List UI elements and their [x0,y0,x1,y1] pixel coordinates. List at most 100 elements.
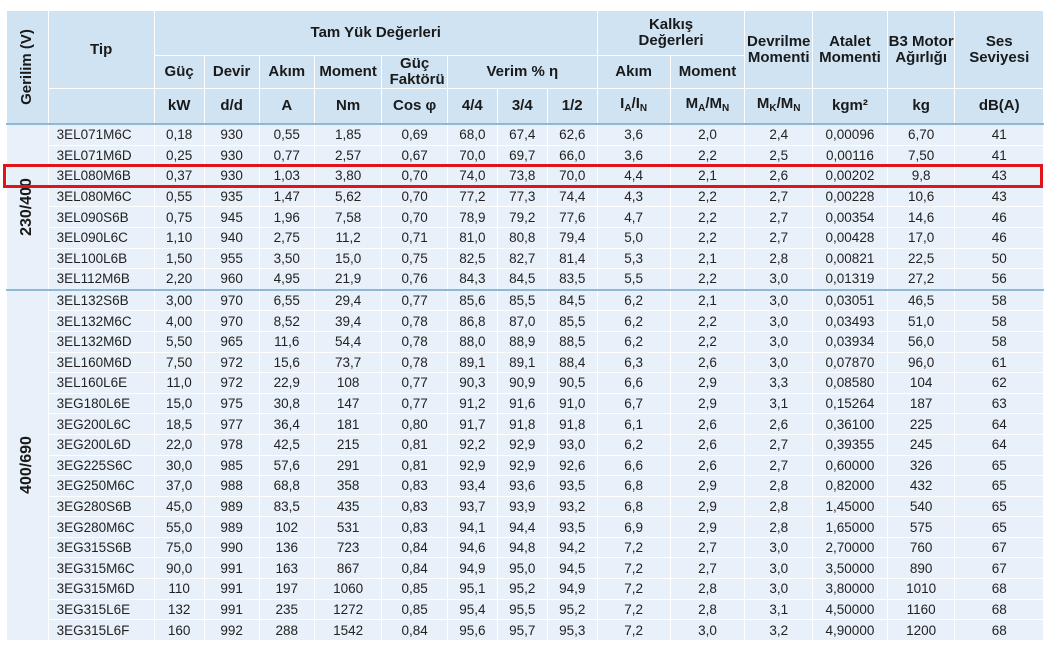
table-cell: 235 [258,598,315,621]
table-cell: 93,4 [446,475,498,497]
table-cell: 21,9 [313,268,383,291]
table-cell: 6,9 [596,516,671,538]
table-cell: 41 [954,144,1044,167]
table-cell: 7,2 [596,578,671,600]
table-cell: 68,0 [446,122,498,146]
table-cell: 0,77 [381,288,448,312]
table-cell: 6,2 [596,288,671,312]
unit-ia-in: IA/IN [596,88,671,125]
table-cell: 11,0 [153,372,205,394]
table-cell: 84,5 [546,288,598,312]
table-cell: 91,7 [446,413,498,435]
table-cell: 93,2 [546,495,598,518]
table-cell: 57,6 [258,454,315,477]
table-row: 3EG200L6D 22,0 978 42,5 215 0,81 92,2 92,9 93,0 6… [7,433,1044,456]
table-cell: 95,2 [546,598,598,621]
table-cell: 945 [203,206,260,228]
header-guc-faktoru: Güç Faktörü [381,55,448,89]
table-cell: 0,39355 [812,433,888,456]
table-cell: 94,4 [496,516,548,538]
table-row: 230/400 3EL071M6C 0,18 930 0,55 1,85 0,69 68,0 6… [6,122,1044,291]
table-cell: 2,6 [669,433,746,456]
table-cell: 102 [258,516,315,538]
header-guc: Güç [153,55,205,89]
table-cell: 1,47 [258,185,315,208]
table-cell: 17,0 [886,226,956,249]
table-cell: 723 [313,536,383,559]
table-cell: 18,5 [153,413,205,435]
table-cell: 4,00 [153,310,205,332]
table-cell: 62,6 [546,122,598,146]
table-cell: 0,76 [381,268,448,291]
table-cell: 0,70 [381,185,448,208]
table-cell: 64 [954,433,1044,456]
table-cell: 74,4 [546,185,598,208]
motor-type-cell: 3EL100L6B [47,247,155,270]
table-cell: 2,0 [669,122,746,146]
table-cell: 93,9 [496,495,548,518]
table-cell: 80,8 [496,226,548,249]
table-cell: 288 [258,619,315,641]
table-cell: 83,5 [258,495,315,518]
table-cell: 73,7 [313,351,383,374]
table-cell: 0,83 [381,475,448,497]
table-cell: 8,52 [258,310,315,332]
table-cell: 93,0 [546,433,598,456]
table-cell: 91,8 [546,413,598,435]
unit-kgm2: kgm² [812,88,888,125]
table-cell: 46,5 [886,288,956,312]
table-cell: 70,0 [446,144,498,167]
table-cell: 39,4 [313,310,383,332]
table-cell: 0,83 [381,516,448,538]
motor-type-cell: 3EG315L6E [47,598,155,621]
motor-type-cell: 3EL132M6D [47,330,155,353]
table-cell: 1,10 [153,226,205,249]
table-cell: 965 [203,330,260,353]
table-cell: 77,6 [546,206,598,228]
table-cell: 940 [203,226,260,249]
table-row: 3EL132M6C 4,00 970 8,52 39,4 0,78 86,8 87,0 85,5… [7,310,1044,332]
table-cell: 1,45000 [812,495,888,518]
table-cell: 6,8 [596,495,671,518]
table-cell: 78,9 [446,206,498,228]
motor-type-cell: 3EL080M6C [47,185,155,208]
table-row: 3EL112M6B 2,20 960 4,95 21,9 0,76 84,3 84,5 83,5… [7,268,1044,291]
table-cell: 2,7 [744,206,813,228]
table-cell: 83,5 [546,268,598,291]
table-cell: 45,0 [153,495,205,518]
table-cell: 46 [954,226,1044,249]
table-cell: 79,2 [496,206,548,228]
table-cell: 0,78 [381,351,448,374]
table-cell: 3,0 [744,557,813,580]
table-cell: 2,7 [744,185,813,208]
table-cell: 358 [313,475,383,497]
table-cell: 2,1 [669,247,746,270]
table-cell: 0,60000 [812,454,888,477]
table-cell: 2,6 [669,454,746,477]
table-cell: 81,0 [446,226,498,249]
table-cell: 0,80 [381,413,448,435]
table-cell: 41 [954,122,1044,146]
table-cell: 2,2 [669,226,746,249]
table-cell: 5,5 [596,268,671,291]
table-cell: 37,0 [153,475,205,497]
motor-type-cell: 3EG315M6C [47,557,155,580]
voltage-group-label: 230/400 [6,123,49,291]
table-cell: 94,5 [546,557,598,580]
table-row: 3EL100L6B 1,50 955 3,50 15,0 0,75 82,5 82,7 81,4… [7,247,1044,270]
table-cell: 7,2 [596,557,671,580]
table-cell: 4,95 [258,268,315,291]
table-cell: 2,9 [669,372,746,394]
table-cell: 160 [153,619,205,641]
table-cell: 0,75 [381,247,448,270]
table-cell: 0,55 [258,122,315,146]
motor-type-cell: 3EL071M6D [47,144,155,167]
table-cell: 4,4 [596,165,671,187]
motor-type-cell: 3EL080M6B [47,165,155,187]
table-cell: 2,20 [153,268,205,291]
table-cell: 9,8 [886,165,956,187]
table-cell: 0,84 [381,536,448,559]
table-cell: 2,2 [669,206,746,228]
table-cell: 92,9 [496,433,548,456]
table-cell: 81,4 [546,247,598,270]
